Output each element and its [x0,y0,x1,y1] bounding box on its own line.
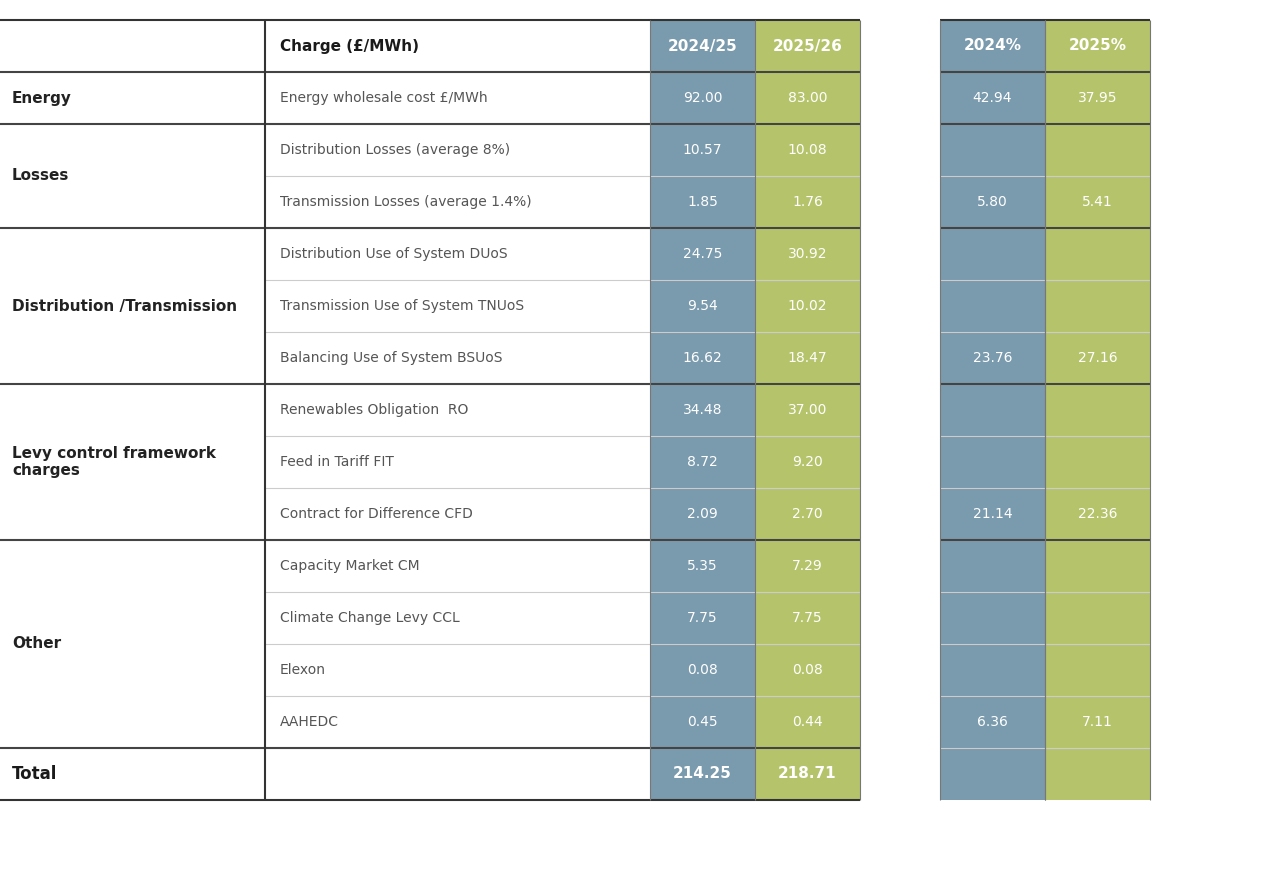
Text: Feed in Tariff FIT: Feed in Tariff FIT [281,455,394,469]
Text: Climate Change Levy CCL: Climate Change Levy CCL [281,611,460,625]
Text: 24.75: 24.75 [683,247,722,261]
Bar [0,332,650,384]
Text: Elexon: Elexon [281,663,326,677]
Text: 1.76: 1.76 [793,195,823,209]
Text: Distribution Losses (average 8%): Distribution Losses (average 8%) [281,143,511,157]
Text: 0.44: 0.44 [793,715,823,729]
Bar [0,124,650,176]
Text: 1.85: 1.85 [688,195,718,209]
Text: 9.54: 9.54 [688,299,718,313]
Text: 7.29: 7.29 [793,559,823,573]
Bar [0,748,650,800]
Text: 34.48: 34.48 [683,403,722,417]
Text: Levy control framework
charges: Levy control framework charges [11,446,216,478]
Text: 5.41: 5.41 [1082,195,1112,209]
Text: 5.35: 5.35 [688,559,718,573]
Text: Energy: Energy [11,90,72,105]
Text: 218.71: 218.71 [779,766,837,781]
Text: Capacity Market CM: Capacity Market CM [281,559,420,573]
Text: 2024%: 2024% [963,38,1021,54]
Text: 5.80: 5.80 [977,195,1007,209]
Text: 23.76: 23.76 [973,351,1012,365]
Bar [0,696,650,748]
Text: 92.00: 92.00 [683,91,722,105]
Text: 10.02: 10.02 [787,299,827,313]
Bar [0,488,650,540]
Bar [0,436,650,488]
Bar [0,72,650,124]
Text: 37.00: 37.00 [787,403,827,417]
Text: 0.08: 0.08 [688,663,718,677]
Text: 27.16: 27.16 [1078,351,1117,365]
Text: 16.62: 16.62 [683,351,722,365]
Text: 2025%: 2025% [1068,38,1126,54]
Text: Energy wholesale cost £/MWh: Energy wholesale cost £/MWh [281,91,488,105]
Text: 6.36: 6.36 [977,715,1007,729]
Bar [0,228,650,280]
Text: 2.09: 2.09 [688,507,718,521]
Text: 0.08: 0.08 [793,663,823,677]
Bar [0,540,650,592]
Text: Total: Total [11,765,57,783]
Text: 2025/26: 2025/26 [772,38,842,54]
Text: 18.47: 18.47 [787,351,828,365]
Text: Distribution Use of System DUoS: Distribution Use of System DUoS [281,247,508,261]
Text: Renewables Obligation  RO: Renewables Obligation RO [281,403,469,417]
Bar [755,20,860,800]
Text: 9.20: 9.20 [793,455,823,469]
Text: Distribution /Transmission: Distribution /Transmission [11,299,238,314]
Text: Transmission Use of System TNUoS: Transmission Use of System TNUoS [281,299,525,313]
Text: Balancing Use of System BSUoS: Balancing Use of System BSUoS [281,351,503,365]
Text: Other: Other [11,637,61,652]
Text: 10.08: 10.08 [787,143,828,157]
Text: 0.45: 0.45 [688,715,718,729]
Text: 2024/25: 2024/25 [667,38,737,54]
Text: Contract for Difference CFD: Contract for Difference CFD [281,507,473,521]
Text: 10.57: 10.57 [683,143,722,157]
Text: Charge (£/MWh): Charge (£/MWh) [281,38,418,54]
Text: 7.11: 7.11 [1082,715,1112,729]
Bar [1045,20,1150,800]
Text: Losses: Losses [11,168,70,183]
Text: Transmission Losses (average 1.4%): Transmission Losses (average 1.4%) [281,195,532,209]
Bar [0,592,650,644]
Bar [940,20,1045,800]
Text: 7.75: 7.75 [793,611,823,625]
Bar [0,644,650,696]
Text: 2.70: 2.70 [793,507,823,521]
Text: 7.75: 7.75 [688,611,718,625]
Bar [650,20,755,800]
Text: 42.94: 42.94 [973,91,1012,105]
Text: 21.14: 21.14 [973,507,1012,521]
Text: AAHEDC: AAHEDC [281,715,339,729]
Bar [0,280,650,332]
Bar [0,176,650,228]
Text: 83.00: 83.00 [787,91,827,105]
Text: 30.92: 30.92 [787,247,827,261]
Bar [0,384,650,436]
Text: 22.36: 22.36 [1078,507,1117,521]
Text: 214.25: 214.25 [672,766,732,781]
Text: 8.72: 8.72 [688,455,718,469]
Text: 37.95: 37.95 [1078,91,1117,105]
